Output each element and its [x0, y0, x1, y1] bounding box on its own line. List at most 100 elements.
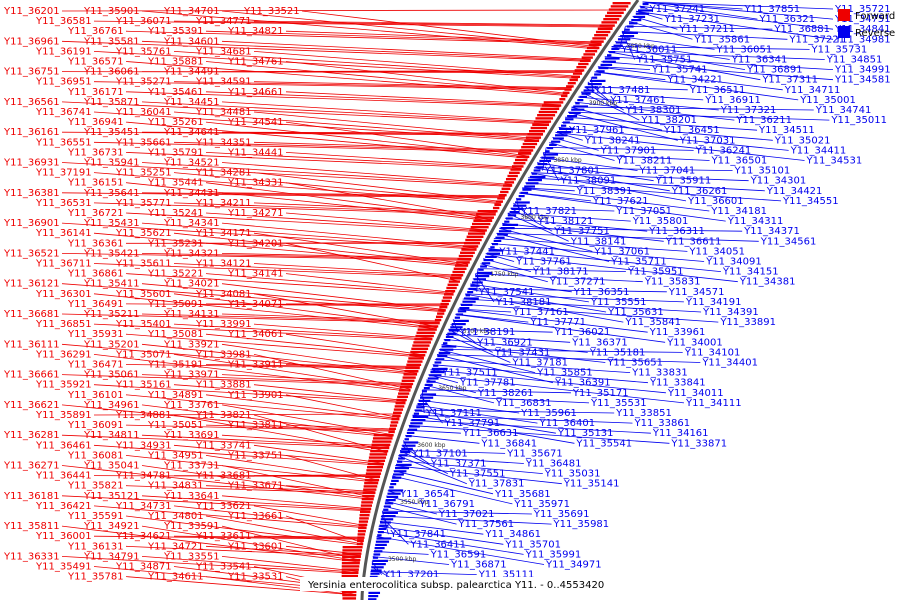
- reverse-feature-label: Y11_37771: [529, 317, 586, 328]
- forward-connector-line: [221, 131, 544, 134]
- reverse-feature-label: Y11_34531: [806, 156, 863, 167]
- forward-feature-arrow: [474, 216, 494, 219]
- reverse-feature-label: Y11_35101: [734, 166, 791, 177]
- forward-feature-label: Y11_35811: [3, 521, 60, 532]
- reverse-feature-arrow: [486, 252, 501, 255]
- forward-connector-line: [205, 333, 425, 357]
- forward-feature-arrow: [365, 472, 382, 475]
- reverse-feature-label: Y11_37021: [438, 509, 495, 520]
- forward-feature-arrow: [341, 571, 359, 574]
- forward-feature-arrow: [412, 344, 430, 347]
- reverse-connector-line: [432, 364, 648, 384]
- forward-connector-line: [125, 273, 453, 295]
- reverse-feature-arrow: [370, 572, 380, 575]
- reverse-connector-line: [462, 298, 702, 313]
- reverse-feature-label: Y11_34091: [705, 257, 762, 268]
- forward-connector-line: [253, 232, 469, 265]
- forward-feature-label: Y11_36361: [67, 238, 124, 249]
- reverse-connector-line: [405, 434, 480, 444]
- reverse-feature-arrow: [406, 431, 415, 434]
- forward-feature-arrow: [397, 395, 409, 398]
- reverse-feature-arrow: [425, 383, 433, 386]
- reverse-feature-arrow: [490, 246, 495, 249]
- forward-feature-arrow: [574, 69, 585, 72]
- forward-connector-line: [141, 465, 374, 499]
- reverse-feature-label: Y11_38241: [584, 135, 641, 146]
- reverse-feature-label: Y11_33891: [719, 317, 776, 328]
- forward-feature-arrow: [521, 146, 536, 149]
- forward-feature-label: Y11_36331: [3, 551, 60, 562]
- legend-reverse-swatch: [838, 26, 850, 38]
- reverse-connector-line: [380, 516, 409, 545]
- forward-connector-line: [61, 162, 512, 187]
- forward-feature-label: Y11_36461: [35, 440, 92, 451]
- forward-feature-label: Y11_36471: [67, 360, 124, 371]
- forward-feature-arrow: [463, 242, 480, 245]
- forward-connector-line: [173, 232, 468, 266]
- reverse-feature-arrow: [543, 153, 559, 156]
- caption-background: [300, 577, 600, 591]
- forward-feature-arrow: [401, 379, 415, 382]
- reverse-feature-label: Y11_36911: [704, 95, 761, 106]
- forward-feature-label: Y11_35201: [83, 339, 140, 350]
- forward-feature-arrow: [396, 398, 407, 402]
- forward-connector-line: [141, 10, 598, 50]
- forward-connector-line: [253, 293, 438, 328]
- reverse-feature-label: Y11_35801: [632, 216, 689, 227]
- forward-connector-line: [141, 313, 440, 323]
- reverse-connector-line: [558, 127, 789, 151]
- reverse-connector-line: [485, 253, 515, 262]
- forward-feature-label: Y11_35041: [83, 461, 140, 472]
- reverse-feature-label: Y11_36891: [746, 65, 803, 76]
- reverse-feature-label: Y11_36261: [671, 186, 728, 197]
- forward-feature-arrow: [403, 373, 418, 376]
- forward-feature-arrow: [372, 440, 392, 443]
- scale-tick-label: 3650 kbp: [438, 385, 466, 392]
- forward-feature-arrow: [359, 517, 369, 520]
- forward-connector-line: [61, 404, 393, 438]
- reverse-feature-label: Y11_36341: [731, 55, 788, 66]
- forward-feature-label: Y11_34491: [163, 67, 220, 78]
- reverse-feature-label: Y11_37371: [430, 459, 487, 470]
- reverse-feature-label: Y11_34411: [790, 145, 847, 156]
- reverse-connector-line: [391, 475, 513, 505]
- forward-connector-line: [285, 182, 493, 220]
- reverse-feature-label: Y11_36391: [554, 378, 611, 389]
- forward-connector-line: [93, 475, 380, 478]
- reverse-connector-line: [448, 328, 553, 333]
- forward-feature-label: Y11_33751: [227, 450, 284, 461]
- forward-feature-label: Y11_36531: [35, 198, 92, 209]
- forward-feature-arrow: [404, 370, 419, 373]
- reverse-feature-arrow: [531, 172, 537, 175]
- reverse-connector-line: [467, 288, 667, 293]
- forward-feature-arrow: [358, 523, 368, 526]
- forward-feature-arrow: [578, 62, 589, 66]
- reverse-feature-arrow: [405, 435, 412, 438]
- reverse-feature-arrow: [389, 486, 394, 489]
- reverse-connector-line: [574, 101, 735, 121]
- forward-feature-arrow: [361, 498, 374, 501]
- forward-connector-line: [253, 535, 365, 538]
- forward-connector-line: [173, 20, 614, 27]
- forward-feature-label: Y11_35881: [147, 57, 204, 68]
- forward-feature-arrow: [440, 302, 449, 306]
- reverse-feature-arrow: [480, 265, 487, 268]
- forward-connector-line: [205, 273, 454, 294]
- forward-feature-label: Y11_34201: [227, 238, 284, 249]
- reverse-feature-arrow: [384, 505, 391, 508]
- scale-tick-label: 3700 kbp: [463, 328, 491, 335]
- forward-feature-arrow: [364, 482, 379, 485]
- forward-feature-arrow: [363, 488, 377, 491]
- forward-feature-arrow: [391, 418, 400, 421]
- forward-feature-label: Y11_34141: [227, 269, 284, 280]
- reverse-connector-line: [470, 283, 589, 303]
- forward-feature-arrow: [454, 264, 469, 267]
- forward-feature-label: Y11_34681: [195, 46, 252, 57]
- legend-forward-swatch: [838, 9, 850, 21]
- reverse-feature-arrow: [516, 198, 522, 201]
- forward-connector-line: [93, 172, 502, 204]
- forward-feature-label: Y11_35601: [115, 289, 172, 300]
- forward-feature-arrow: [472, 222, 491, 226]
- reverse-connector-line: [543, 152, 710, 161]
- reverse-feature-arrow: [485, 255, 497, 258]
